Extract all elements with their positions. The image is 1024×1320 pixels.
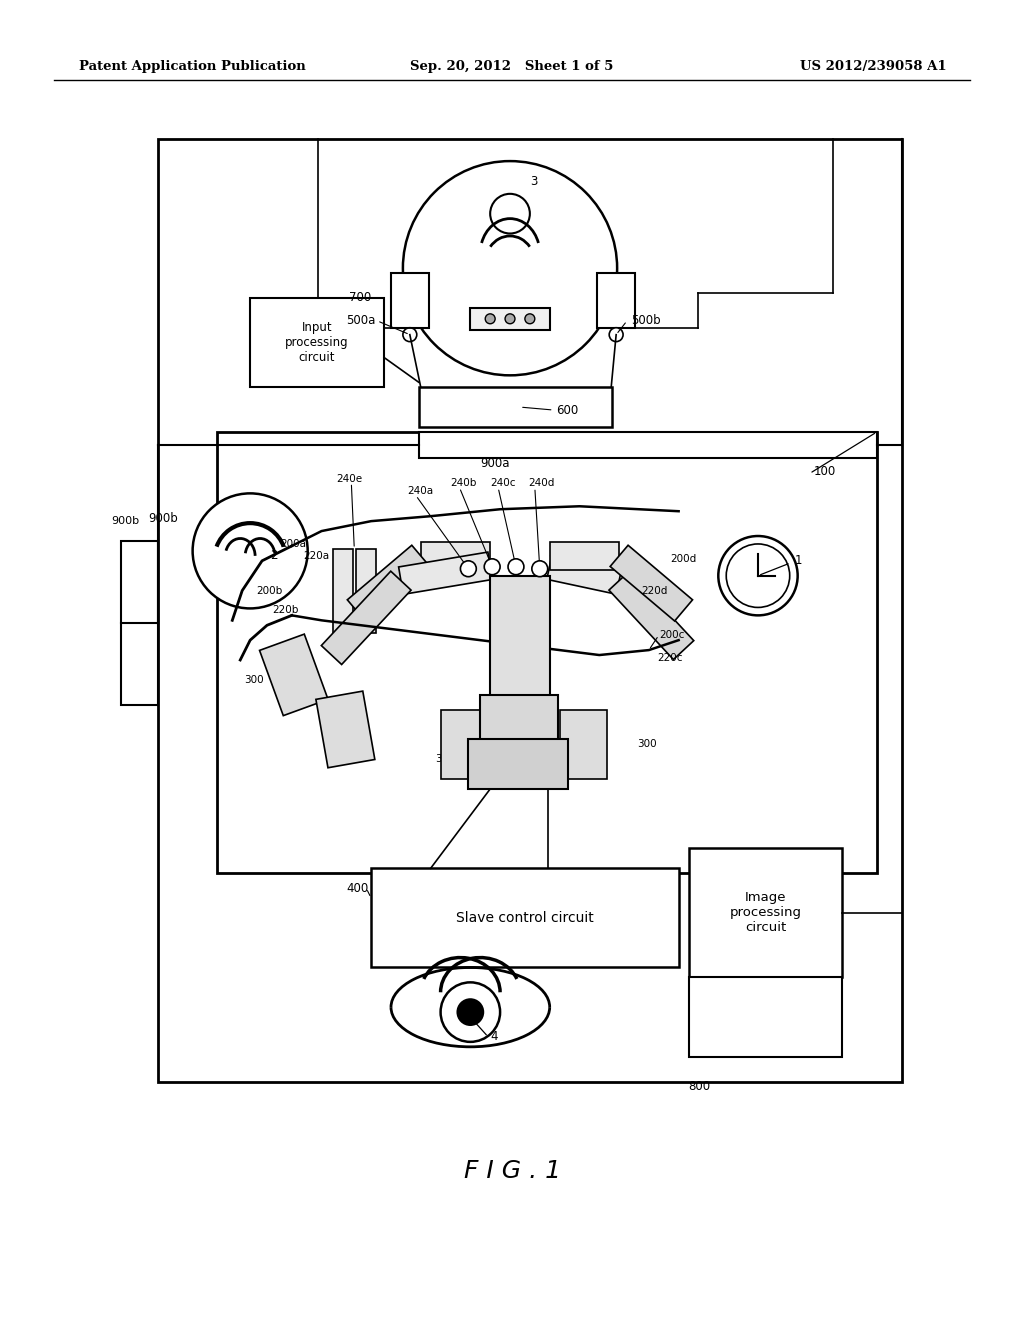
Text: 800: 800	[688, 1080, 711, 1093]
Text: 240a: 240a	[407, 486, 433, 496]
Bar	[688, 977, 843, 1057]
Text: 900b: 900b	[148, 512, 178, 524]
Text: 220b: 220b	[272, 606, 298, 615]
Text: F I G . 1: F I G . 1	[464, 1159, 560, 1183]
Text: Sep. 20, 2012   Sheet 1 of 5: Sep. 20, 2012 Sheet 1 of 5	[411, 61, 613, 74]
Polygon shape	[440, 710, 488, 779]
Text: 200c: 200c	[658, 630, 684, 640]
Circle shape	[525, 314, 535, 323]
Text: 1: 1	[795, 554, 802, 568]
Polygon shape	[347, 545, 430, 620]
Bar	[391, 273, 429, 327]
Bar	[470, 308, 550, 330]
Circle shape	[461, 561, 476, 577]
Polygon shape	[610, 545, 692, 620]
Text: 2: 2	[270, 549, 278, 562]
Text: 100: 100	[813, 465, 836, 478]
Bar	[490, 576, 550, 705]
Bar	[480, 694, 558, 744]
Bar	[371, 869, 679, 968]
Text: 4: 4	[490, 1031, 498, 1043]
Circle shape	[508, 558, 524, 574]
Polygon shape	[559, 710, 607, 779]
Circle shape	[505, 314, 515, 323]
Polygon shape	[398, 552, 493, 594]
Bar	[419, 432, 877, 458]
Text: 200b: 200b	[256, 586, 283, 595]
Polygon shape	[322, 572, 411, 664]
Bar	[121, 541, 158, 705]
Text: 240c: 240c	[490, 478, 516, 488]
Text: 300: 300	[637, 739, 656, 750]
Text: 220a: 220a	[304, 550, 330, 561]
Text: 300: 300	[335, 739, 354, 750]
Text: 300: 300	[435, 754, 456, 764]
Bar	[597, 273, 635, 327]
Text: 900a: 900a	[480, 457, 510, 470]
Text: Image
processing
circuit: Image processing circuit	[729, 891, 802, 935]
Ellipse shape	[334, 628, 353, 638]
Circle shape	[402, 327, 417, 342]
Text: 240d: 240d	[527, 478, 554, 488]
Circle shape	[440, 982, 500, 1041]
Bar	[217, 432, 877, 874]
Bar	[250, 298, 384, 387]
Polygon shape	[421, 543, 490, 570]
Text: Slave control circuit: Slave control circuit	[456, 911, 594, 925]
Text: 500a: 500a	[346, 314, 376, 327]
Text: Patent Application Publication: Patent Application Publication	[79, 61, 305, 74]
Text: 300: 300	[550, 754, 569, 764]
Circle shape	[457, 998, 484, 1026]
Circle shape	[726, 544, 790, 607]
Polygon shape	[315, 692, 375, 768]
Bar	[334, 549, 353, 634]
Text: 400: 400	[346, 882, 369, 895]
Text: 220d: 220d	[641, 586, 668, 595]
Text: Input
processing
circuit: Input processing circuit	[286, 321, 349, 364]
Polygon shape	[609, 572, 694, 660]
Circle shape	[531, 561, 548, 577]
Circle shape	[490, 194, 529, 234]
Polygon shape	[259, 634, 328, 715]
Text: 220c: 220c	[656, 653, 682, 663]
Circle shape	[485, 314, 496, 323]
Text: 300: 300	[244, 675, 264, 685]
Text: 200a: 200a	[280, 539, 306, 549]
Text: 240b: 240b	[451, 478, 477, 488]
Text: US 2012/239058 A1: US 2012/239058 A1	[800, 61, 946, 74]
Circle shape	[718, 536, 798, 615]
Circle shape	[193, 494, 307, 609]
Text: 900b: 900b	[112, 516, 139, 527]
Circle shape	[402, 161, 617, 375]
Bar	[419, 387, 612, 426]
Text: 600: 600	[556, 404, 578, 417]
Ellipse shape	[356, 628, 376, 638]
Polygon shape	[550, 543, 620, 570]
Text: 200d: 200d	[671, 554, 697, 564]
Text: 3: 3	[529, 176, 538, 189]
Bar	[356, 549, 376, 634]
Text: 240e: 240e	[337, 474, 362, 484]
Text: 700: 700	[349, 292, 372, 305]
Circle shape	[609, 327, 623, 342]
Polygon shape	[547, 552, 622, 594]
Bar	[468, 739, 567, 789]
Bar	[688, 849, 843, 977]
Text: 500b: 500b	[631, 314, 660, 327]
Circle shape	[484, 558, 500, 574]
Ellipse shape	[334, 544, 353, 554]
Ellipse shape	[356, 544, 376, 554]
Bar	[158, 140, 902, 1081]
